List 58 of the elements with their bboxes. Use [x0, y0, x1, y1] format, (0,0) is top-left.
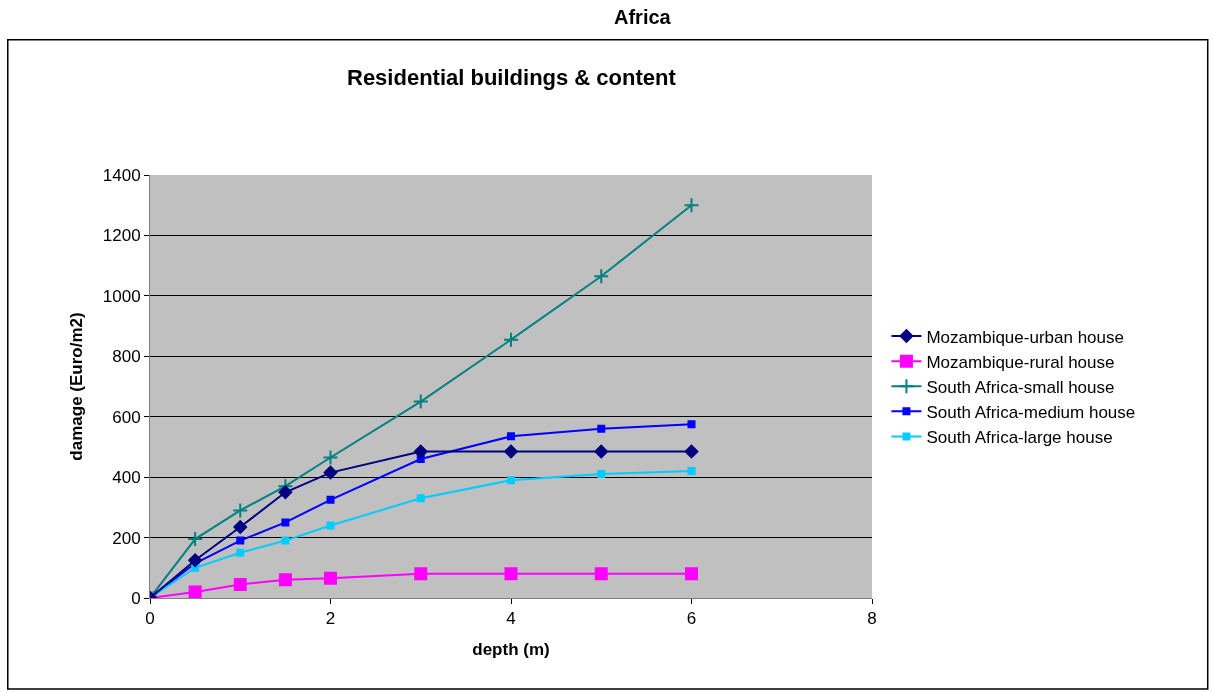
- point: [597, 470, 606, 479]
- point: [236, 548, 245, 557]
- legend-label: Mozambique-rural house: [926, 352, 1115, 372]
- point: [326, 495, 335, 504]
- point: [233, 520, 248, 534]
- point: [188, 553, 202, 568]
- point: [233, 577, 247, 591]
- chart-title: Africa: [614, 6, 672, 29]
- y-tick-label: 1000: [102, 286, 141, 306]
- y-tick-label: 600: [112, 407, 141, 427]
- point: [187, 531, 204, 548]
- point: [507, 476, 515, 485]
- x-tick-label: 6: [686, 609, 697, 629]
- point: [278, 573, 292, 587]
- point: [684, 444, 699, 459]
- point: [413, 444, 428, 459]
- point: [594, 567, 608, 581]
- point: [507, 432, 515, 441]
- y-tick-label: 0: [131, 588, 141, 608]
- y-tick-label: 800: [112, 347, 141, 367]
- x-tick-label: 0: [145, 609, 155, 629]
- point: [504, 567, 518, 581]
- legend-label: South Africa-small house: [926, 377, 1115, 397]
- point: [412, 393, 429, 410]
- y-tick-label: 400: [112, 468, 141, 488]
- point: [236, 536, 245, 545]
- point: [597, 424, 606, 433]
- y-axis-title: damage (Euro/m2): [67, 312, 87, 461]
- y-tick-label: 1400: [102, 165, 141, 185]
- point: [594, 444, 609, 459]
- y-tick-label: 200: [112, 528, 141, 548]
- legend-label: South Africa-large house: [926, 428, 1113, 448]
- point: [232, 502, 249, 519]
- point: [687, 467, 696, 476]
- point: [324, 571, 337, 585]
- point: [278, 485, 293, 500]
- point: [414, 567, 428, 581]
- point: [322, 449, 339, 466]
- x-tick-label: 8: [867, 609, 877, 629]
- point: [687, 420, 696, 429]
- legend-label: Mozambique-urban house: [926, 327, 1124, 347]
- point: [416, 494, 425, 503]
- chart-subtitle: Residential buildings & content: [347, 65, 677, 90]
- point: [685, 567, 698, 581]
- point: [323, 465, 338, 480]
- x-axis-title: depth (m): [472, 639, 550, 659]
- point: [593, 268, 610, 285]
- x-tick-label: 2: [325, 609, 336, 629]
- point: [188, 585, 202, 598]
- legend-label: South Africa-medium house: [926, 402, 1136, 422]
- point: [683, 197, 700, 214]
- x-tick-label: 4: [506, 609, 516, 629]
- point: [326, 521, 335, 530]
- point: [281, 536, 290, 545]
- point: [503, 331, 519, 348]
- y-tick-label: 1200: [102, 226, 141, 246]
- point: [504, 444, 518, 459]
- point: [281, 518, 290, 527]
